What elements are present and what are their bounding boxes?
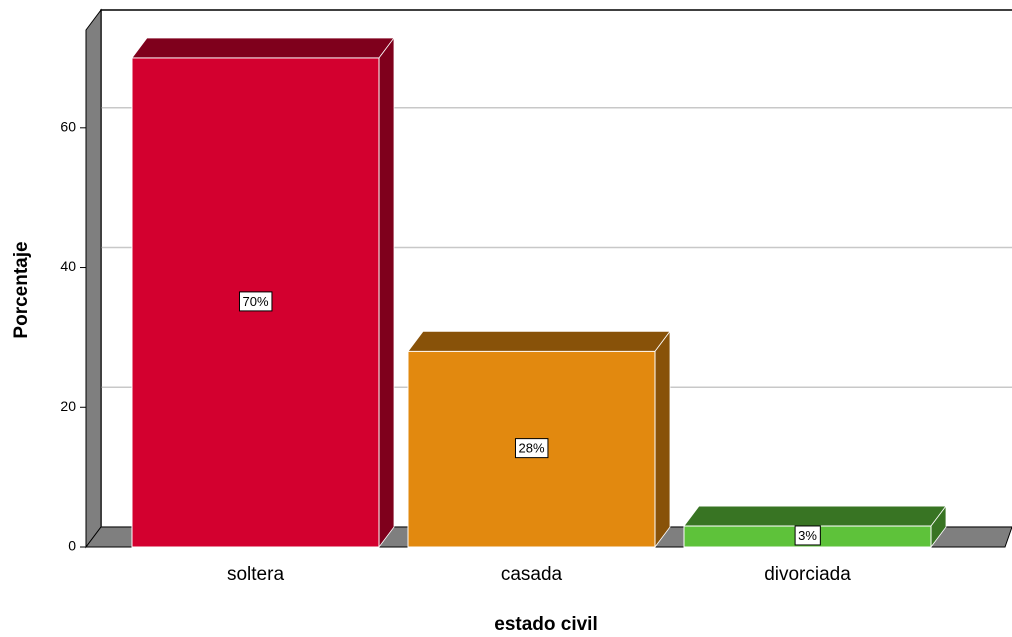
y-tick-label: 20 <box>60 398 76 414</box>
value-label-box <box>238 291 273 312</box>
value-label: 3% <box>798 528 817 543</box>
value-label: 70% <box>242 294 268 309</box>
bar-top <box>683 505 947 527</box>
bar-top <box>131 37 395 59</box>
x-axis-title: estado civil <box>494 614 598 635</box>
x-tick-label: divorciada <box>764 564 851 585</box>
x-tick-label: casada <box>501 564 563 585</box>
left-wall <box>85 8 102 549</box>
y-tick-label: 40 <box>60 258 76 274</box>
value-label-box <box>794 525 821 546</box>
bar-side <box>654 330 671 549</box>
bar-side <box>378 36 395 549</box>
bar-top <box>407 330 671 352</box>
x-tick-label: soltera <box>227 564 284 585</box>
y-tick-label: 0 <box>68 538 76 554</box>
value-label: 28% <box>518 441 544 456</box>
y-tick-label: 60 <box>60 119 76 135</box>
y-axis-title: Porcentaje <box>11 241 32 338</box>
value-label-box <box>514 438 549 459</box>
